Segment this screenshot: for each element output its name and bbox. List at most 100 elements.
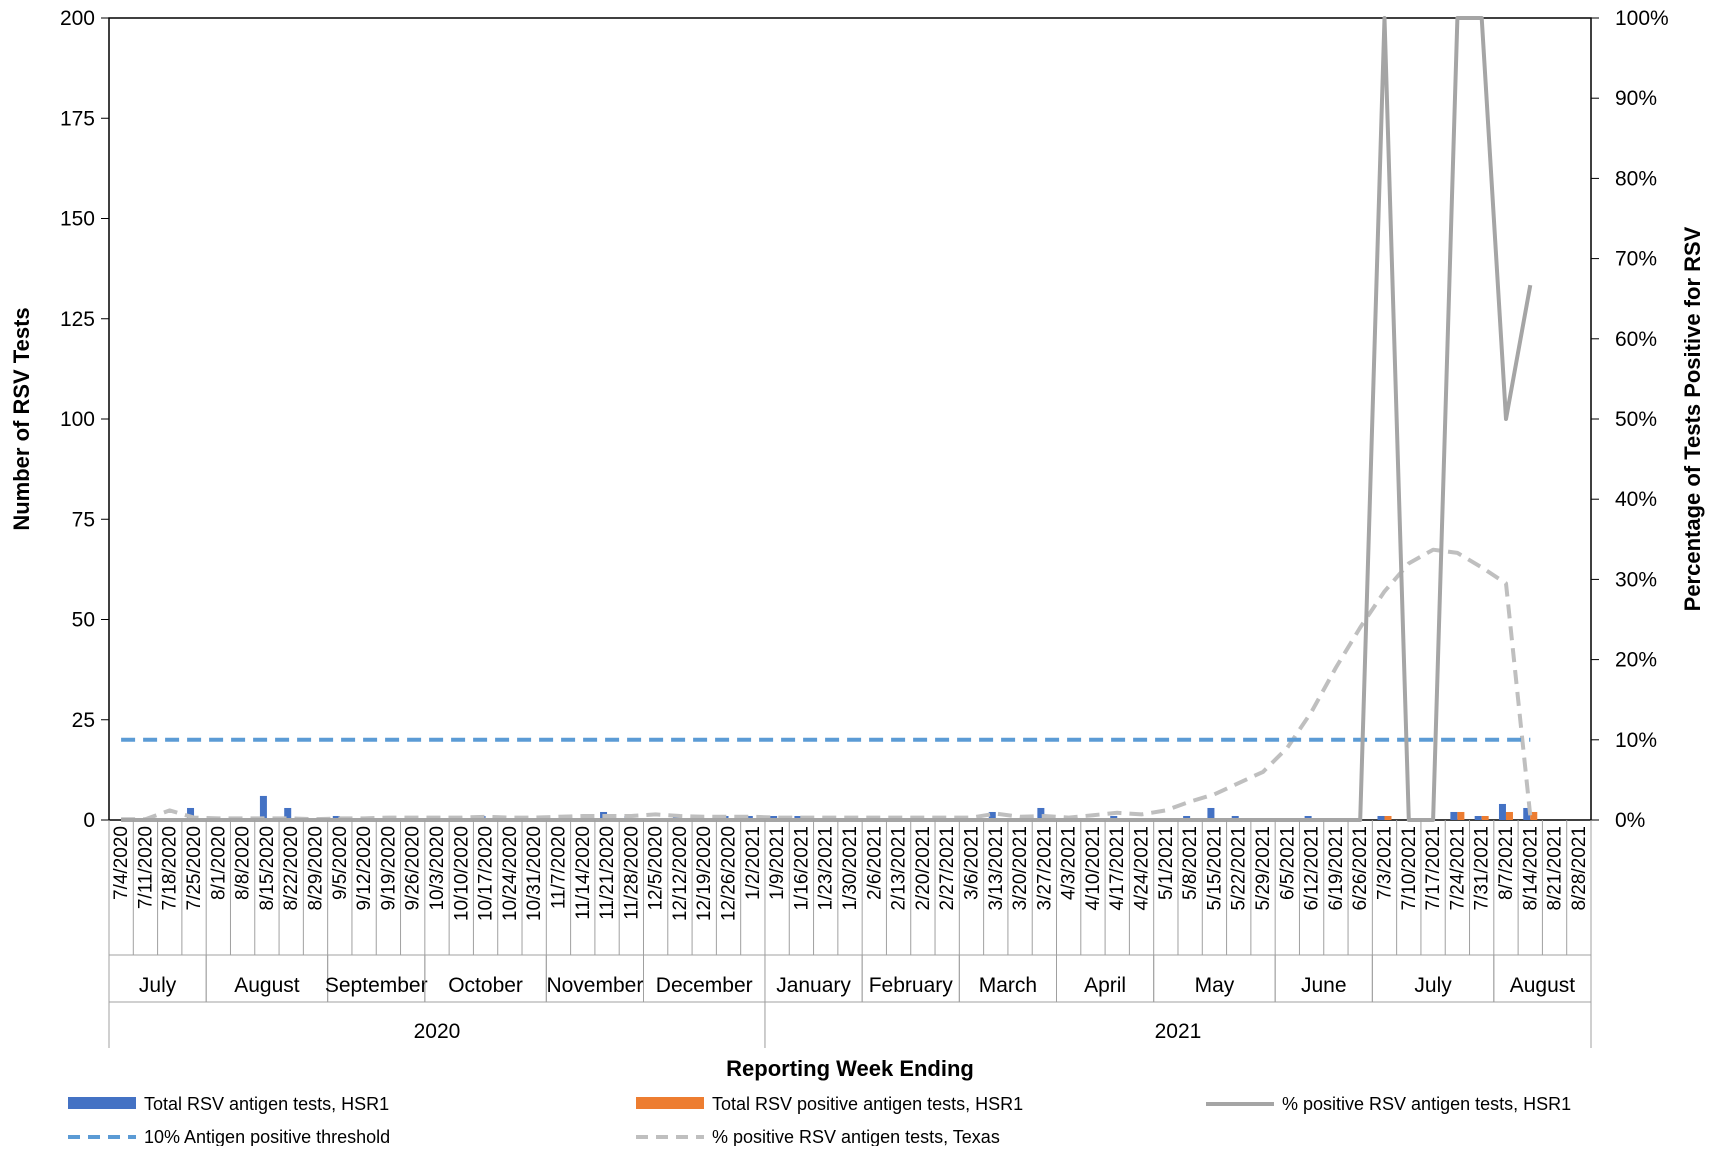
month-label: April: [1084, 974, 1126, 997]
category-label: 7/3/2021: [1374, 826, 1395, 900]
bar-positive-tests: [1384, 815, 1392, 820]
bars-layer: [187, 795, 1538, 820]
bar-total-tests: [1207, 807, 1215, 820]
category-label: 9/12/2020: [354, 826, 375, 911]
category-label: 10/24/2020: [500, 826, 521, 921]
category-label: 1/16/2021: [791, 826, 812, 911]
year-label: 2021: [1155, 1020, 1202, 1043]
category-label: 7/18/2020: [160, 826, 181, 911]
y2-axis-title: Percentage of Tests Positive for RSV: [1680, 226, 1705, 611]
y-tick-label: 100: [60, 408, 95, 431]
category-label: 5/29/2021: [1253, 826, 1274, 911]
category-label: 2/20/2021: [913, 826, 934, 911]
legend-hsr1-percent: % positive RSV antigen tests, HSR1: [1206, 1094, 1571, 1114]
month-label: December: [656, 974, 753, 997]
category-label: 7/31/2021: [1472, 826, 1493, 911]
line-texas-percent-positive: [121, 547, 1533, 822]
category-label: 1/9/2021: [767, 826, 788, 900]
bar-positive-tests: [1481, 815, 1489, 820]
y2-tick-label: 60%: [1615, 328, 1657, 351]
category-label: 1/2/2021: [743, 826, 764, 900]
category-label: 5/22/2021: [1229, 826, 1250, 911]
x-axis-title: Reporting Week Ending: [726, 1056, 974, 1081]
category-label: 12/12/2020: [670, 826, 691, 921]
category-label: 6/26/2021: [1350, 826, 1371, 911]
bar-total-tests: [259, 795, 267, 820]
legend-label: 10% Antigen positive threshold: [144, 1127, 390, 1146]
month-label: January: [776, 974, 851, 997]
category-label: 7/4/2020: [111, 826, 132, 900]
month-label: November: [546, 974, 643, 997]
category-label: 10/31/2020: [524, 826, 545, 921]
legend-positive-tests: Total RSV positive antigen tests, HSR1: [636, 1094, 1023, 1114]
category-label: 5/8/2021: [1180, 826, 1201, 900]
month-label: June: [1301, 974, 1347, 997]
y-tick-label: 0: [83, 809, 95, 832]
month-label: July: [139, 974, 177, 997]
y-tick-label: 125: [60, 308, 95, 331]
bar-total-tests: [1231, 815, 1239, 820]
category-label: 8/15/2020: [257, 826, 278, 911]
bar-total-tests: [988, 811, 996, 820]
category-label: 8/28/2021: [1569, 826, 1590, 911]
category-label: 12/5/2020: [646, 826, 667, 911]
lines-layer: [121, 16, 1533, 822]
category-label: 11/28/2020: [621, 826, 642, 920]
legend-threshold: 10% Antigen positive threshold: [68, 1127, 390, 1147]
bar-positive-tests: [1457, 811, 1465, 820]
category-label: 8/8/2020: [233, 826, 254, 900]
year-label: 2020: [414, 1020, 461, 1043]
category-label: 7/24/2021: [1447, 826, 1468, 911]
bar-total-tests: [1450, 811, 1458, 820]
category-label: 12/26/2020: [719, 826, 740, 921]
legend-label: Total RSV positive antigen tests, HSR1: [712, 1094, 1023, 1114]
category-label: 3/20/2021: [1010, 826, 1031, 911]
bar-positive-tests: [1530, 811, 1538, 820]
legend-label: Total RSV antigen tests, HSR1: [144, 1094, 389, 1114]
legend-swatch: [68, 1097, 136, 1109]
category-label: 9/26/2020: [403, 826, 424, 911]
y-tick-label: 175: [60, 107, 95, 130]
category-label: 4/3/2021: [1059, 826, 1080, 900]
category-label: 4/10/2021: [1083, 826, 1104, 911]
bar-positive-tests: [1505, 811, 1513, 820]
category-label: 2/6/2021: [864, 826, 885, 900]
category-label: 7/10/2021: [1399, 826, 1420, 911]
plot-border: [108, 17, 1592, 821]
category-label: 4/24/2021: [1132, 826, 1153, 911]
legend-swatch: [636, 1097, 704, 1109]
axis-layer: 0 25 50 75 100 125 150 175 200 0% 10% 20% 30% 40% 50% 6…: [60, 7, 1669, 832]
y-tick-label: 150: [60, 208, 95, 231]
y2-tick-label: 20%: [1615, 649, 1657, 672]
bar-total-tests: [1498, 803, 1506, 820]
category-label: 5/1/2021: [1156, 826, 1177, 900]
category-label: 3/6/2021: [961, 826, 982, 900]
y2-tick-label: 40%: [1615, 488, 1657, 511]
category-label: 12/19/2020: [694, 826, 715, 921]
bar-total-tests: [1110, 815, 1118, 820]
bar-total-tests: [770, 815, 778, 820]
category-label: 11/21/2020: [597, 826, 618, 920]
category-label: 10/3/2020: [427, 826, 448, 911]
month-label: July: [1414, 974, 1452, 997]
category-label: 8/29/2020: [306, 826, 327, 911]
y2-tick-label: 0%: [1615, 809, 1645, 832]
y-tick-label: 75: [72, 508, 95, 531]
category-label: 10/10/2020: [451, 826, 472, 921]
y2-tick-label: 30%: [1615, 568, 1657, 591]
category-axis: 7/4/2020 7/11/2020 7/18/2020 7/25/2020 8/1/2…: [108, 820, 1592, 1048]
category-label: 11/7/2020: [548, 826, 569, 909]
y2-tick-label: 80%: [1615, 167, 1657, 190]
category-label: 8/7/2021: [1496, 826, 1517, 900]
category-label: 8/22/2020: [281, 826, 302, 911]
bar-total-tests: [187, 807, 195, 820]
y2-tick-label: 70%: [1615, 248, 1657, 271]
legend-label: % positive RSV antigen tests, HSR1: [1282, 1094, 1571, 1114]
category-label: 6/19/2021: [1326, 826, 1347, 911]
category-label: 11/14/2020: [573, 826, 594, 920]
bar-total-tests: [332, 815, 340, 820]
category-label: 6/5/2021: [1277, 826, 1298, 900]
bar-total-tests: [1183, 815, 1191, 820]
